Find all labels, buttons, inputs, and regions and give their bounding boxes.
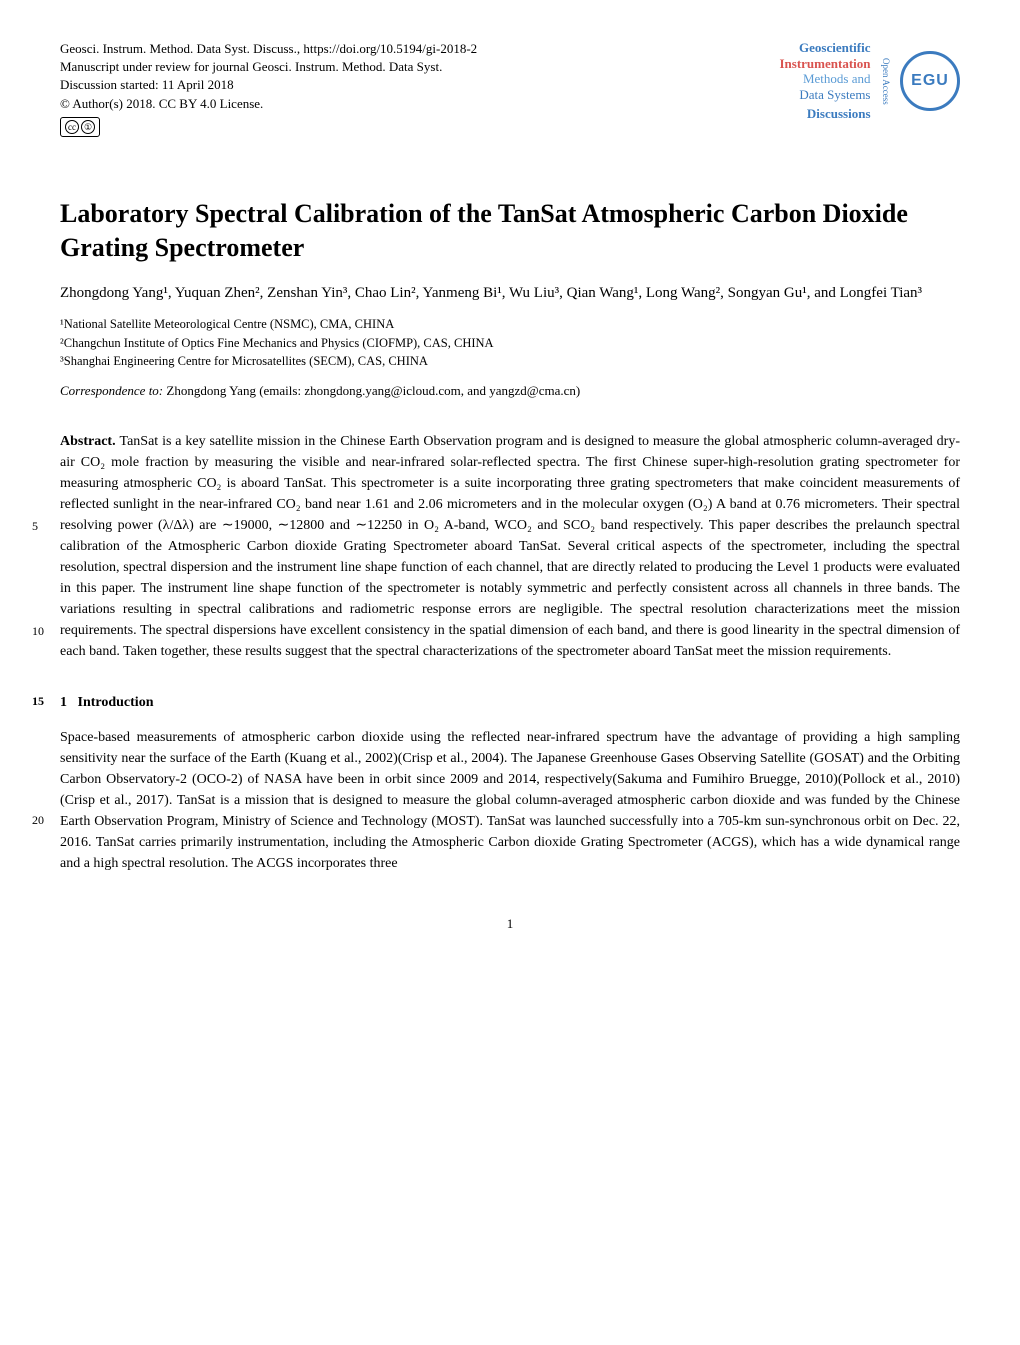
citation-license: © Author(s) 2018. CC BY 4.0 License. [60,95,477,113]
journal-line-4: Data Systems [779,87,870,103]
journal-line-2: Instrumentation [779,56,870,72]
abstract-text: TanSat is a key satellite mission in the… [60,434,960,659]
affiliation-2: ²Changchun Institute of Optics Fine Mech… [60,334,960,353]
section-1-number: 1 [60,695,67,710]
journal-branding: Geoscientific Instrumentation Methods an… [779,40,960,122]
abstract-label: Abstract. [60,434,120,449]
paper-title: Laboratory Spectral Calibration of the T… [60,197,960,265]
journal-name-stack: Geoscientific Instrumentation Methods an… [779,40,870,122]
section-1-text: Space-based measurements of atmospheric … [60,730,960,871]
correspondence-line: Correspondence to: Zhongdong Yang (email… [60,381,960,401]
by-icon: ① [81,120,95,134]
line-number-20: 20 [32,811,44,829]
abstract-block: 5 10 Abstract. TanSat is a key satellite… [60,431,960,662]
line-number-5: 5 [32,517,38,535]
page-header: Geosci. Instrum. Method. Data Syst. Disc… [60,40,960,137]
affiliation-1: ¹National Satellite Meteorological Centr… [60,315,960,334]
cc-license-badge: cc ① [60,117,100,137]
author-list: Zhongdong Yang¹, Yuquan Zhen², Zenshan Y… [60,282,960,305]
line-number-10: 10 [32,622,44,640]
section-1-heading: 15 1 Introduction [60,692,960,713]
affiliation-3: ³Shanghai Engineering Centre for Microsa… [60,352,960,371]
section-1-title: Introduction [78,695,154,710]
cc-icon: cc [65,120,79,134]
section-1-body: 20 Space-based measurements of atmospher… [60,727,960,874]
correspondence-text: Zhongdong Yang (emails: zhongdong.yang@i… [166,383,580,398]
citation-date: Discussion started: 11 April 2018 [60,76,477,94]
citation-block: Geosci. Instrum. Method. Data Syst. Disc… [60,40,477,137]
page-number: 1 [60,914,960,934]
citation-doi: Geosci. Instrum. Method. Data Syst. Disc… [60,40,477,58]
correspondence-label: Correspondence to: [60,383,166,398]
egu-logo: EGU [900,51,960,111]
citation-review: Manuscript under review for journal Geos… [60,58,477,76]
affiliations-block: ¹National Satellite Meteorological Centr… [60,315,960,371]
open-access-label: Open Access [879,58,893,105]
journal-discussions: Discussions [779,106,870,122]
line-number-15: 15 [32,692,44,710]
journal-line-1: Geoscientific [779,40,870,56]
journal-line-3: Methods and [779,71,870,87]
